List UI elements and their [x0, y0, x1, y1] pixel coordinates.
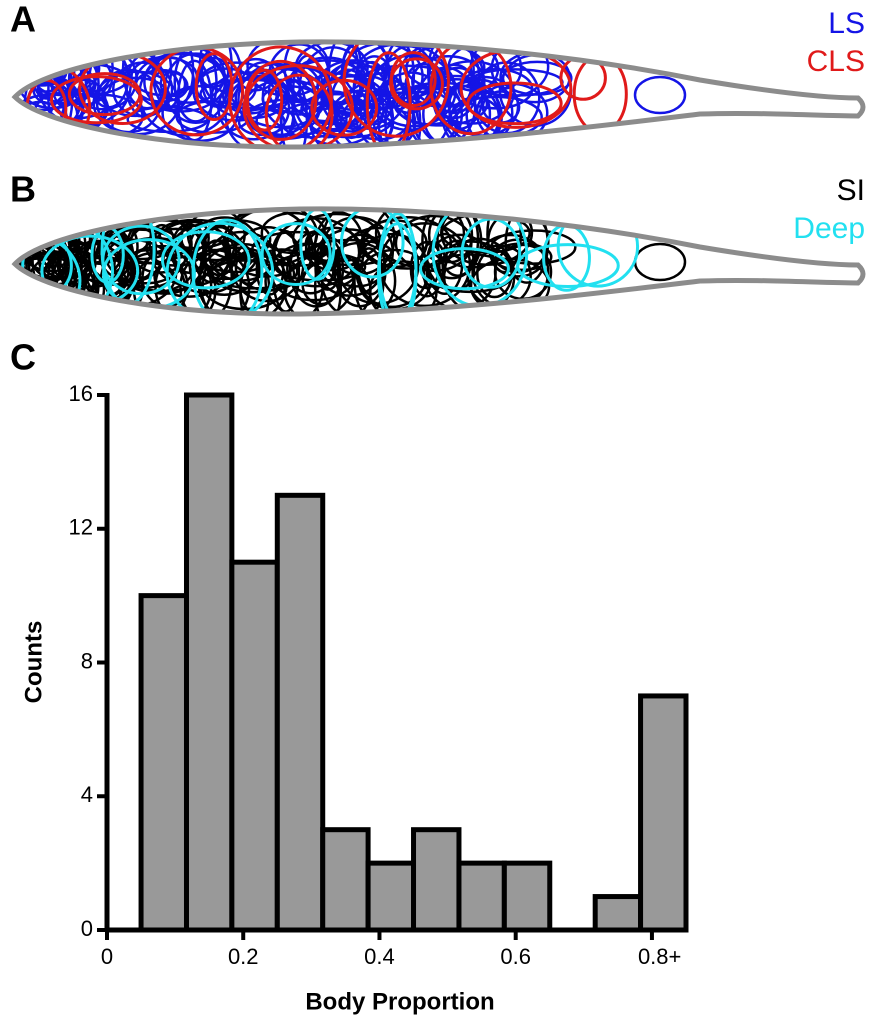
receptive-field — [389, 51, 437, 108]
fish-outline — [11, 206, 866, 317]
bar — [411, 827, 462, 933]
receptive-field — [261, 85, 319, 113]
bar — [365, 860, 417, 933]
receptive-field — [191, 218, 264, 315]
panel-label: C — [10, 337, 36, 378]
receptive-field — [210, 254, 296, 294]
receptive-field — [427, 208, 474, 264]
receptive-field — [421, 208, 483, 280]
receptive-field — [264, 73, 334, 148]
y-tick-label: 8 — [81, 648, 93, 673]
y-axis-title: Counts — [20, 621, 47, 704]
panel-label: A — [10, 0, 36, 40]
x-axis-title: Body Proportion — [305, 988, 494, 1015]
bar — [138, 593, 189, 933]
receptive-field — [504, 208, 550, 284]
receptive-field — [49, 75, 143, 125]
x-tick-label: 0.2 — [228, 944, 259, 969]
y-tick-label: 12 — [69, 515, 93, 540]
receptive-field — [429, 41, 513, 136]
receptive-field — [228, 45, 333, 148]
panel-label: B — [10, 169, 36, 210]
receptive-field — [327, 89, 395, 148]
bar — [592, 894, 644, 933]
receptive-field — [633, 242, 687, 282]
receptive-field — [313, 248, 343, 315]
receptive-field — [145, 227, 207, 267]
receptive-field — [260, 222, 332, 286]
receptive-field — [246, 68, 284, 132]
bar — [456, 860, 507, 933]
receptive-field — [242, 64, 354, 148]
receptive-field — [633, 75, 687, 115]
receptive-field — [556, 208, 640, 288]
x-tick-label: 0.6 — [500, 944, 531, 969]
receptive-field — [393, 81, 489, 127]
receptive-field — [165, 221, 275, 315]
receptive-field — [418, 247, 510, 291]
legend-entry: SI — [837, 174, 865, 207]
receptive-field — [313, 211, 366, 287]
bar — [274, 492, 326, 933]
receptive-field — [310, 78, 379, 137]
receptive-field — [67, 72, 142, 117]
bar — [183, 392, 235, 933]
bar — [638, 693, 689, 933]
x-tick-label: 0.8+ — [638, 944, 681, 969]
legend-entry: LS — [828, 7, 865, 40]
receptive-field — [320, 61, 390, 130]
y-tick-label: 4 — [81, 782, 93, 807]
fish-outline — [11, 39, 866, 150]
receptive-field — [286, 242, 335, 295]
bar — [501, 860, 553, 933]
x-tick-label: 0.4 — [364, 944, 395, 969]
bar — [229, 559, 280, 933]
y-tick-label: 0 — [81, 916, 93, 941]
receptive-field — [384, 41, 416, 111]
receptive-field — [340, 208, 405, 279]
receptive-fields-b — [15, 208, 687, 315]
receptive-field — [198, 56, 230, 88]
receptive-field — [371, 71, 451, 148]
x-tick-label: 0 — [101, 944, 113, 969]
y-tick-label: 16 — [69, 381, 93, 406]
receptive-field — [516, 243, 620, 289]
receptive-field — [490, 229, 577, 265]
bar — [320, 827, 371, 933]
receptive-field — [377, 212, 418, 315]
receptive-field — [260, 211, 327, 255]
receptive-field — [466, 81, 563, 126]
receptive-field — [353, 247, 385, 315]
receptive-field — [436, 208, 480, 277]
receptive-fields-a — [15, 41, 687, 148]
legend-entry: Deep — [793, 212, 865, 245]
legend-entry: CLS — [807, 45, 865, 78]
